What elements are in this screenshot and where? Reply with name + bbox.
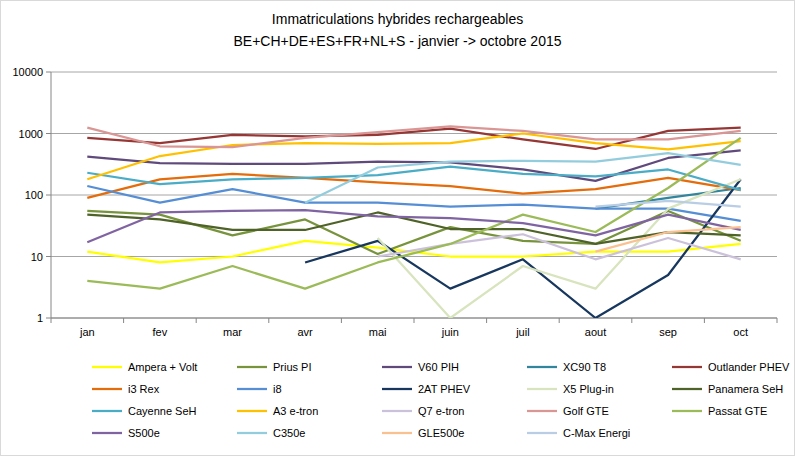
chart-border (1, 1, 795, 456)
x-tick-label: oct (733, 326, 748, 338)
series-line (87, 138, 740, 289)
legend-label: Q7 e-tron (418, 405, 464, 417)
x-tick (414, 318, 415, 323)
series-line (596, 227, 741, 251)
y-tick (46, 195, 51, 196)
chart: Immatriculations hybrides rechargeables B… (0, 0, 795, 456)
series-line (87, 167, 740, 191)
legend-label: C-Max Energi (563, 427, 630, 439)
legend-swatch (382, 388, 412, 390)
legend-swatch (92, 432, 122, 434)
legend-label: i3 Rex (128, 383, 160, 395)
legend-label: S500e (128, 427, 160, 439)
y-tick-label: 10000 (12, 66, 43, 78)
legend-label: i8 (273, 383, 282, 395)
x-tick (486, 318, 487, 323)
legend-swatch (92, 388, 122, 390)
x-tick (777, 318, 778, 323)
legend-swatch (382, 366, 412, 368)
legend-swatch (527, 432, 557, 434)
series-line (87, 186, 740, 221)
legend-label: V60 PIH (418, 361, 459, 373)
series-line (378, 234, 741, 259)
legend-swatch (527, 388, 557, 390)
x-tick-label: fev (153, 326, 168, 338)
legend-label: XC90 T8 (563, 361, 606, 373)
legend-swatch (237, 388, 267, 390)
y-tick (46, 133, 51, 134)
y-tick-label: 1000 (19, 128, 43, 140)
series-line (87, 174, 740, 198)
legend-swatch (672, 388, 702, 390)
series-line (305, 153, 741, 203)
background (0, 0, 795, 456)
legend-swatch (92, 410, 122, 412)
legend-swatch (382, 432, 412, 434)
x-tick (268, 318, 269, 323)
x-tick-label: aout (585, 326, 606, 338)
legend-label: Cayenne SeH (128, 405, 197, 417)
x-tick-label: sep (659, 326, 677, 338)
series-line (305, 179, 741, 318)
x-tick (704, 318, 705, 323)
y-tick (46, 72, 51, 73)
y-tick-label: 10 (31, 251, 43, 263)
y-axis (51, 72, 52, 318)
legend-label: Golf GTE (563, 405, 609, 417)
legend-label: A3 e-tron (273, 405, 318, 417)
y-tick-label: 100 (25, 189, 43, 201)
series-line (87, 211, 740, 254)
grid-line (51, 195, 777, 196)
x-tick-label: juin (441, 326, 459, 338)
legend-swatch (672, 410, 702, 412)
legend-label: GLE500e (418, 427, 464, 439)
grid-line (51, 256, 777, 257)
legend-label: Prius PI (273, 361, 312, 373)
legend-swatch (527, 410, 557, 412)
legend-label: Passat GTE (708, 405, 767, 417)
x-tick (51, 318, 52, 323)
legend-swatch (237, 410, 267, 412)
x-tick-label: avr (297, 326, 313, 338)
legend-label: C350e (273, 427, 305, 439)
x-tick (631, 318, 632, 323)
subtitle: BE+CH+DE+ES+FR+NL+S - janvier -> octobre… (233, 33, 561, 49)
legend-swatch (237, 432, 267, 434)
legend-label: Panamera SeH (708, 383, 783, 395)
legend-label: X5 Plug-in (563, 383, 614, 395)
series-line (87, 241, 740, 263)
x-tick (196, 318, 197, 323)
legend-label: Ampera + Volt (128, 361, 197, 373)
x-tick (559, 318, 560, 323)
series-line (87, 126, 740, 147)
x-tick (123, 318, 124, 323)
x-tick-label: mai (369, 326, 387, 338)
series-line (87, 210, 740, 242)
y-tick-label: 1 (37, 312, 43, 324)
x-tick (341, 318, 342, 323)
series-line (596, 188, 741, 209)
y-tick (46, 256, 51, 257)
grid-line (51, 133, 777, 134)
legend-swatch (237, 366, 267, 368)
y-tick (46, 318, 51, 319)
series-line (596, 201, 741, 207)
grid-line (51, 72, 777, 73)
x-tick-label: mar (223, 326, 242, 338)
title: Immatriculations hybrides rechargeables (272, 11, 523, 27)
legend-swatch (672, 366, 702, 368)
legend-label: Outlander PHEV (708, 361, 790, 373)
legend-label: 2AT PHEV (418, 383, 471, 395)
x-tick-label: jan (79, 326, 95, 338)
legend-swatch (382, 410, 412, 412)
legend-swatch (92, 366, 122, 368)
legend-swatch (527, 366, 557, 368)
series-group (87, 126, 740, 318)
x-tick-label: juil (515, 326, 529, 338)
